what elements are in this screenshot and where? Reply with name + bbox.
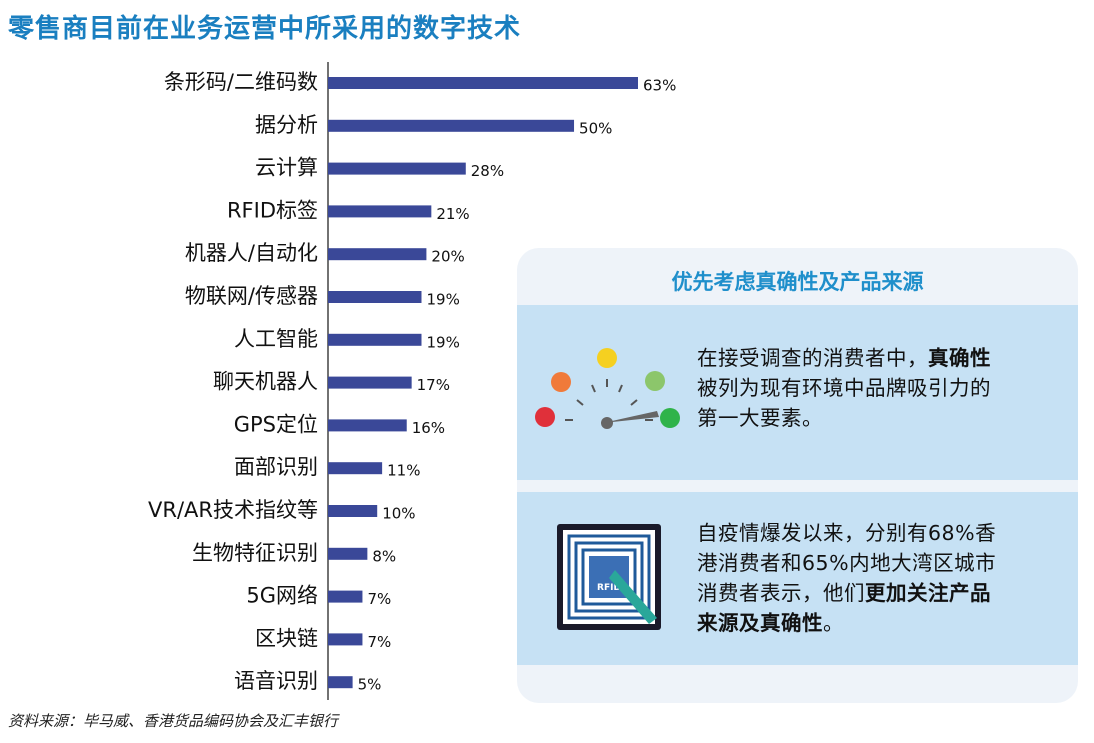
value-label: 11% — [387, 462, 420, 480]
info-block: 在接受调查的消费者中，真确性被列为现有环境中品牌吸引力的 第一大要素。 — [517, 305, 1078, 480]
value-label: 7% — [367, 590, 391, 608]
bar — [328, 505, 378, 517]
category-label: 生物特征识别 — [192, 541, 318, 565]
bar — [328, 590, 363, 603]
text-line: 第一大要素。 — [697, 403, 991, 433]
block-text: 在接受调查的消费者中，真确性被列为现有环境中品牌吸引力的 第一大要素。 — [697, 343, 991, 433]
svg-text:RFID: RFID — [597, 583, 621, 593]
category-label: 云计算 — [255, 156, 318, 180]
text: 消费者表示，他们 — [697, 581, 865, 605]
text: 在接受调查的消费者中， — [697, 346, 928, 370]
bar — [328, 77, 638, 89]
value-label: 5% — [358, 676, 382, 694]
text-line: 来源及真确性。 — [697, 608, 996, 638]
bar — [328, 119, 575, 132]
category-label: VR/AR技术指纹等 — [148, 498, 318, 522]
block-text: 自疫情爆发以来，分别有68%香 港消费者和65%内地大湾区城市 消费者表示，他们更加… — [697, 518, 996, 638]
bar — [328, 633, 363, 646]
bar — [328, 162, 466, 175]
value-label: 8% — [372, 547, 396, 565]
value-label: 28% — [471, 162, 504, 180]
value-label: 50% — [579, 119, 612, 137]
category-label: 区块链 — [255, 626, 318, 650]
value-label: 19% — [426, 333, 459, 351]
text-line: 港消费者和65%内地大湾区城市 — [697, 548, 996, 578]
bar — [328, 205, 432, 218]
value-label: 16% — [412, 419, 445, 437]
bold-text: 真确性 — [928, 346, 991, 370]
bold-text: 更加关注产品 — [865, 581, 991, 605]
info-panel: 优先考虑真确性及产品来源 在接受调查的消费者中，真确性被列为现有环境中品牌吸引力… — [517, 248, 1078, 703]
value-label: 21% — [436, 205, 469, 223]
chart-title: 零售商目前在业务运营中所采用的数字技术 — [8, 14, 522, 44]
category-label: RFID标签 — [227, 198, 318, 222]
category-label: 面部识别 — [234, 455, 318, 479]
bar — [328, 419, 407, 432]
text: 第一大要素。 — [697, 406, 823, 430]
category-label: 条形码/二维码数 — [164, 70, 318, 94]
text: 港消费者和65%内地大湾区城市 — [697, 551, 997, 575]
category-label: 物联网/传感器 — [185, 284, 318, 308]
bar — [328, 291, 422, 303]
category-label: 人工智能 — [234, 327, 318, 351]
category-label: 语音识别 — [234, 669, 318, 693]
text-line: 被列为现有环境中品牌吸引力的 — [697, 373, 991, 403]
value-label: 19% — [426, 291, 459, 309]
category-label: 据分析 — [255, 113, 318, 137]
source-note: 资料来源：毕马威、香港货品编码协会及汇丰银行 — [8, 712, 339, 730]
panel-title: 优先考虑真确性及产品来源 — [671, 270, 924, 294]
value-label: 7% — [367, 633, 391, 651]
bar — [328, 462, 383, 475]
category-label: GPS定位 — [234, 412, 318, 436]
text-line: 消费者表示，他们更加关注产品 — [697, 578, 996, 608]
value-label: 20% — [431, 248, 464, 266]
bar — [328, 248, 427, 261]
category-label: 聊天机器人 — [213, 370, 318, 394]
bar — [328, 376, 412, 389]
value-label: 63% — [643, 77, 676, 95]
text: 。 — [823, 611, 844, 635]
text-line: 自疫情爆发以来，分别有68%香 — [697, 518, 996, 548]
category-label: 机器人/自动化 — [185, 241, 318, 265]
gauge-icon — [535, 348, 680, 429]
value-label: 10% — [382, 505, 415, 523]
bar — [328, 676, 353, 689]
value-label: 17% — [417, 376, 450, 394]
bar — [328, 547, 368, 560]
text: 自疫情爆发以来，分别有68%香 — [697, 521, 997, 545]
bar — [328, 333, 422, 346]
text: 被列为现有环境中品牌吸引力的 — [697, 376, 991, 400]
rfid-icon: RFID — [557, 524, 661, 630]
info-block: RFID 自疫情爆发以来，分别有68%香 港消费者和65%内地大湾区城市 消费者表示… — [517, 492, 1078, 665]
text-line: 在接受调查的消费者中，真确性 — [697, 343, 991, 373]
bold-text: 来源及真确性 — [697, 611, 823, 635]
category-label: 5G网络 — [246, 584, 318, 608]
